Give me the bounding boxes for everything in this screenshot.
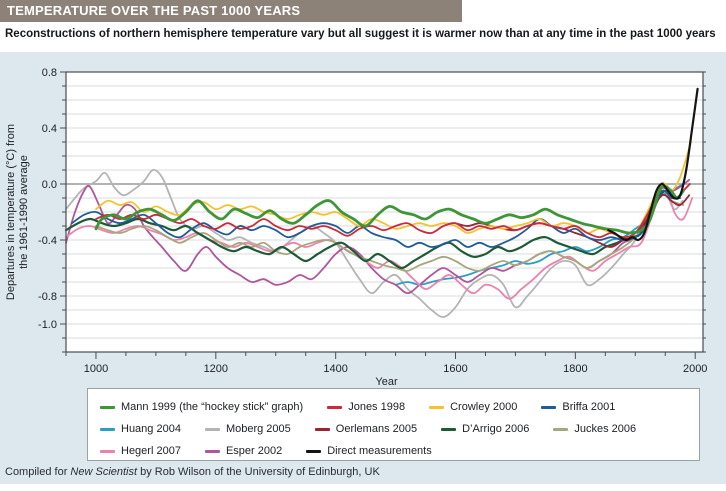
footer-prefix: Compiled for	[5, 466, 71, 478]
legend-item-crowley-2000: Crowley 2000	[429, 401, 517, 413]
legend-swatch-icon	[100, 449, 115, 453]
legend-swatch-icon	[429, 405, 445, 409]
x-tick-label: 1600	[443, 363, 467, 375]
series-d-arrigo-2006	[64, 189, 682, 270]
series-juckes-2006	[95, 193, 685, 272]
legend-swatch-icon	[327, 405, 343, 409]
legend-row: Mann 1999 (the “hockey stick” graph) Jone…	[100, 396, 699, 418]
y-tick-label: 0.8	[42, 67, 57, 79]
x-tick-label: 2000	[683, 363, 707, 375]
footer: Compiled for New Scientist by Rob Wilson…	[5, 466, 380, 478]
footer-source: New Scientist	[70, 466, 138, 478]
series-huang-2004	[394, 183, 685, 286]
legend-item-oerlemans-2005: Oerlemans 2005	[314, 423, 418, 435]
series-direct-measurements	[607, 87, 699, 242]
legend-swatch-icon	[204, 427, 220, 431]
x-tick-label: 1000	[84, 363, 108, 375]
legend-item-jones-1998: Jones 1998	[327, 401, 405, 413]
legend-label: Crowley 2000	[450, 401, 518, 413]
x-tick-label: 1800	[563, 363, 587, 375]
legend-item-direct-measurements: Direct measurements	[306, 445, 432, 457]
y-tick-label: -0.8	[38, 291, 57, 303]
legend-label: Huang 2004	[121, 423, 181, 435]
legend-label: Direct measurements	[327, 445, 432, 457]
subtitle: Reconstructions of northern hemisphere t…	[5, 28, 716, 40]
legend-row: Huang 2004 Moberg 2005 Oerlemans 2005 D’Arr…	[100, 418, 699, 440]
x-axis-title: Year	[375, 376, 398, 388]
legend-swatch-icon	[541, 405, 557, 409]
legend-item-huang-2004: Huang 2004	[100, 423, 181, 435]
page-title: TEMPERATURE OVER THE PAST 1000 YEARS	[7, 3, 301, 18]
legend-swatch-icon	[553, 427, 569, 431]
legend-label: Juckes 2006	[574, 423, 637, 435]
legend-swatch-icon	[100, 405, 115, 409]
legend-item-moberg-2005: Moberg 2005	[204, 423, 291, 435]
legend-label: Mann 1999 (the “hockey stick” graph)	[121, 401, 304, 413]
series-crowley-2000	[95, 141, 692, 239]
legend-item-briffa-2001: Briffa 2001	[541, 401, 615, 413]
legend-label: D’Arrigo 2006	[462, 423, 530, 435]
series-moberg-2005	[65, 169, 684, 318]
legend-item-hegerl-2007: Hegerl 2007	[100, 445, 181, 457]
y-tick-label: -1.0	[38, 319, 57, 331]
y-tick-label: 0.0	[42, 179, 57, 191]
legend-swatch-icon	[204, 449, 220, 453]
legend-swatch-icon	[441, 427, 457, 431]
y-axis-title: Departures in temperature (°C) fromthe 1…	[5, 124, 30, 300]
legend-label: Moberg 2005	[225, 423, 291, 435]
legend-swatch-icon	[314, 427, 330, 431]
legend-item-juckes-2006: Juckes 2006	[553, 423, 636, 435]
legend-swatch-icon	[306, 449, 322, 453]
y-tick-label: 0.4	[42, 123, 57, 135]
x-tick-label: 1200	[204, 363, 228, 375]
legend-item-mann-1999-the-hockey-stick-graph: Mann 1999 (the “hockey stick” graph)	[100, 401, 303, 413]
legend-label: Jones 1998	[348, 401, 406, 413]
title-bar: TEMPERATURE OVER THE PAST 1000 YEARS	[0, 0, 462, 22]
footer-suffix: by Rob Wilson of the University of Edinb…	[137, 466, 380, 478]
legend-label: Briffa 2001	[562, 401, 616, 413]
legend-label: Esper 2002	[225, 445, 283, 457]
legend-row: Hegerl 2007 Esper 2002 Direct measurements	[100, 440, 699, 462]
y-tick-label: -0.4	[38, 235, 57, 247]
legend-label: Hegerl 2007	[121, 445, 181, 457]
x-tick-label: 1400	[323, 363, 347, 375]
legend-item-esper-2002: Esper 2002	[204, 445, 283, 457]
legend-label: Oerlemans 2005	[335, 423, 418, 435]
series-briffa-2001	[71, 189, 682, 248]
legend-swatch-icon	[100, 427, 115, 431]
legend-item-d-arrigo-2006: D’Arrigo 2006	[441, 423, 529, 435]
chart-legend: Mann 1999 (the “hockey stick” graph) Jone…	[87, 388, 700, 461]
